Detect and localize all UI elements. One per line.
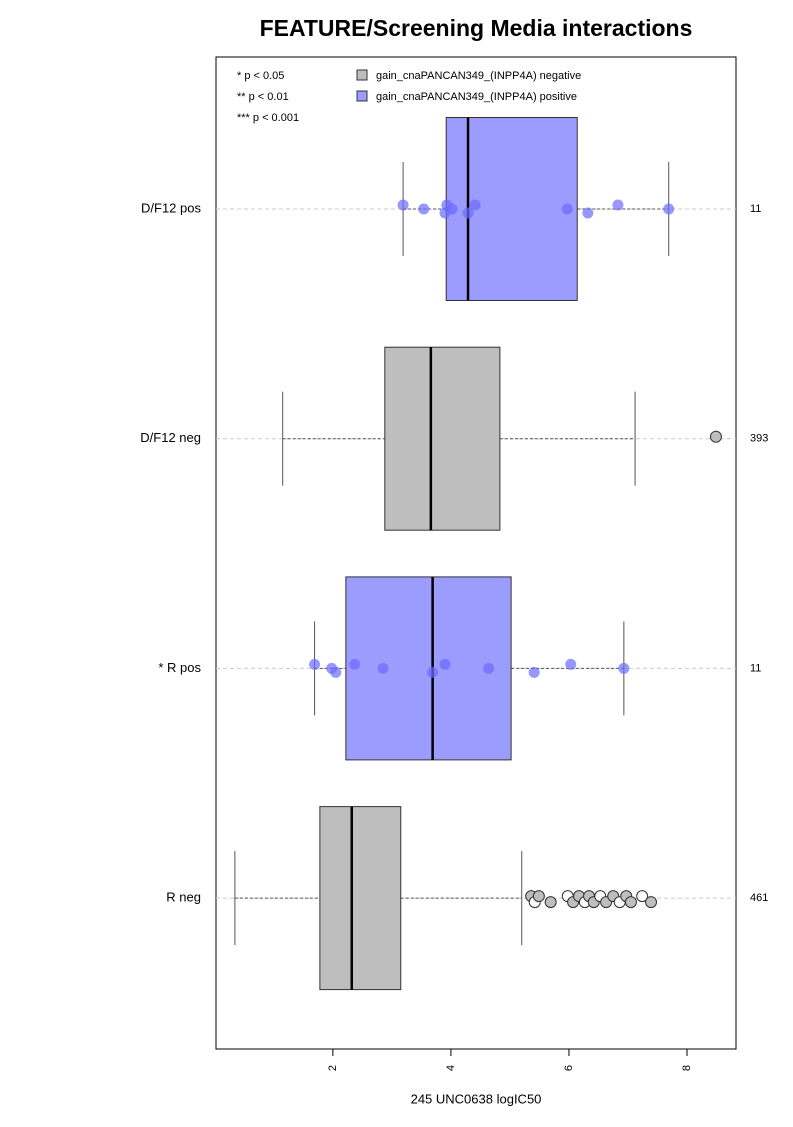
outlier (636, 890, 649, 903)
x-axis-label: 245 UNC0638 logIC50 (411, 1091, 542, 1106)
y-tick-label: D/F12 pos (141, 200, 201, 215)
data-point (446, 203, 458, 215)
outlier (645, 896, 658, 909)
x-tick-label: 8 (681, 1065, 693, 1071)
legend-label: gain_cnaPANCAN349_(INPP4A) negative (376, 70, 581, 82)
outlier (544, 896, 557, 909)
data-point (397, 199, 409, 211)
data-point (663, 203, 675, 215)
y-tick-label: R neg (166, 890, 201, 905)
x-tick-label: 4 (445, 1065, 457, 1071)
y-tick-label: * R pos (158, 660, 201, 675)
data-point (462, 207, 474, 219)
data-point (582, 207, 594, 219)
box (384, 346, 501, 531)
outlier (624, 896, 637, 909)
data-point (330, 666, 342, 678)
x-tick-label: 2 (327, 1065, 339, 1071)
significance-note: * p < 0.05 (237, 70, 284, 82)
data-point (418, 203, 430, 215)
count-label: 393 (750, 433, 768, 445)
data-point (565, 658, 577, 670)
data-point (469, 199, 481, 211)
box (319, 806, 402, 991)
data-point (618, 662, 630, 674)
plot-frame (215, 56, 737, 1050)
count-label: 461 (750, 892, 768, 904)
significance-note: *** p < 0.001 (237, 112, 299, 124)
data-point (349, 658, 361, 670)
legend-label: gain_cnaPANCAN349_(INPP4A) positive (376, 91, 577, 103)
y-tick-label: D/F12 neg (140, 430, 201, 445)
significance-note: ** p < 0.01 (237, 91, 289, 103)
data-point (377, 662, 389, 674)
legend-swatch (356, 69, 368, 81)
data-point (439, 658, 451, 670)
outlier (532, 890, 545, 903)
outlier (709, 430, 722, 443)
data-point (427, 666, 439, 678)
data-point (309, 658, 321, 670)
data-point (612, 199, 624, 211)
chart-title: FEATURE/Screening Media interactions (260, 15, 693, 41)
data-point (528, 666, 540, 678)
x-tick-label: 6 (563, 1065, 575, 1071)
legend-swatch (356, 90, 368, 102)
data-point (561, 203, 573, 215)
count-label: 11 (750, 662, 761, 674)
data-point (483, 662, 495, 674)
count-label: 11 (750, 203, 761, 215)
